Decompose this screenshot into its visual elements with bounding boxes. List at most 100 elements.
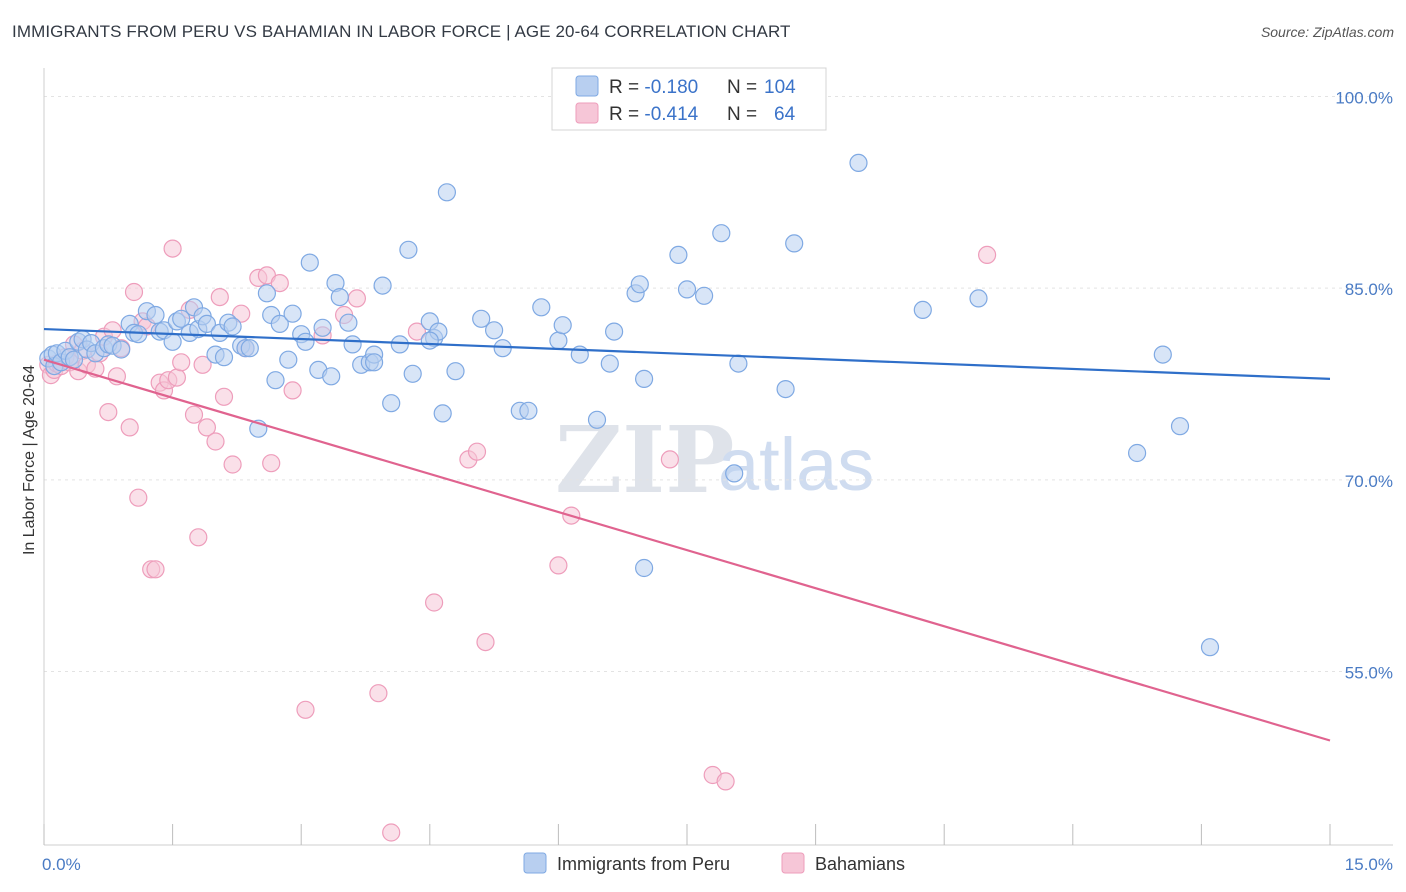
chart-title: IMMIGRANTS FROM PERU VS BAHAMIAN IN LABO…	[12, 22, 791, 41]
trend-line-bahamians	[43, 358, 1331, 742]
legend-swatch-bahamians	[575, 102, 599, 124]
point-bahamians-34	[193, 355, 212, 374]
data-points	[39, 153, 1220, 842]
point-peru-60	[373, 276, 392, 295]
point-bahamians-37	[210, 288, 229, 307]
point-peru-36	[223, 317, 242, 336]
gridlines	[44, 96, 1393, 672]
point-peru-86	[669, 245, 688, 264]
y-tick-label-1: 85.0%	[1345, 280, 1393, 299]
x-tick-label-0: 0.0%	[42, 855, 81, 874]
point-peru-56	[343, 335, 362, 354]
point-bahamians-30	[172, 353, 191, 372]
y-axis-title: In Labor Force | Age 20-64	[21, 365, 38, 555]
watermark: ZIP atlas	[555, 406, 874, 514]
point-peru-55	[339, 313, 358, 332]
point-peru-62	[390, 335, 409, 354]
point-peru-71	[472, 309, 491, 328]
series-swatch-peru	[523, 852, 547, 874]
point-peru-93	[785, 234, 804, 253]
y-tick-label-0: 100.0%	[1335, 89, 1393, 108]
legend-n-peru: N = 104	[727, 77, 796, 98]
point-bahamians-38	[214, 387, 234, 406]
point-peru-46	[283, 304, 302, 323]
point-bahamians-58	[549, 556, 568, 575]
stats-legend: R = -0.180 N = 104 R = -0.414 N = 64	[551, 67, 827, 131]
point-bahamians-60	[660, 450, 680, 469]
point-peru-100	[1200, 638, 1220, 657]
point-peru-24	[163, 332, 182, 351]
point-peru-41	[257, 284, 276, 303]
point-bahamians-18	[120, 418, 139, 437]
point-peru-72	[485, 321, 504, 340]
point-peru-87	[677, 280, 697, 299]
series-label-peru: Immigrants from Peru	[557, 854, 730, 874]
point-bahamians-54	[425, 593, 444, 612]
point-bahamians-14	[99, 403, 118, 422]
point-peru-26	[172, 309, 191, 328]
point-peru-54	[330, 288, 349, 307]
axes	[43, 68, 1393, 846]
point-peru-94	[849, 153, 868, 172]
series-label-bahamians: Bahamians	[815, 854, 905, 874]
point-bahamians-24	[146, 560, 165, 579]
point-peru-75	[519, 401, 538, 420]
point-peru-95	[913, 300, 932, 319]
point-bahamians-46	[283, 381, 302, 400]
point-bahamians-28	[163, 239, 182, 258]
point-bahamians-32	[184, 405, 204, 424]
point-bahamians-53	[407, 322, 426, 341]
point-peru-39	[240, 339, 259, 358]
point-peru-80	[587, 410, 607, 429]
n-label-peru: N =	[727, 77, 762, 98]
point-peru-49	[300, 253, 319, 272]
point-peru-34	[214, 348, 234, 367]
point-bahamians-36	[206, 432, 225, 451]
y-tick-label-2: 70.0%	[1345, 472, 1393, 491]
point-peru-48	[296, 332, 315, 351]
point-peru-88	[694, 286, 714, 305]
point-bahamians-35	[197, 418, 216, 437]
point-peru-64	[403, 364, 422, 383]
point-peru-16	[112, 340, 131, 359]
point-peru-81	[600, 354, 619, 373]
point-bahamians-20	[129, 488, 148, 507]
trend-line-peru	[43, 327, 1331, 380]
point-bahamians-33	[189, 528, 208, 547]
point-bahamians-39	[223, 455, 242, 474]
point-bahamians-45	[270, 274, 289, 293]
watermark-zip: ZIP	[555, 406, 734, 514]
point-peru-96	[969, 289, 988, 308]
point-peru-43	[266, 371, 285, 390]
source-label: Source: ZipAtlas.com	[1260, 24, 1394, 40]
point-peru-69	[437, 183, 456, 202]
point-peru-21	[146, 305, 165, 325]
legend-row-bahamians: R = -0.414	[609, 104, 699, 125]
point-peru-97	[1127, 443, 1147, 463]
legend-row-peru: R = -0.180	[609, 77, 698, 98]
point-bahamians-56	[467, 442, 487, 461]
n-value-bahamians: 64	[774, 104, 796, 125]
point-peru-45	[279, 350, 298, 369]
point-peru-31	[197, 314, 216, 333]
point-peru-101	[634, 558, 654, 578]
point-bahamians-29	[167, 368, 186, 387]
point-peru-98	[1153, 345, 1172, 364]
point-peru-90	[725, 464, 744, 483]
n-label-bahamians: N =	[727, 104, 762, 125]
point-bahamians-47	[296, 700, 315, 719]
point-peru-76	[532, 298, 551, 317]
point-peru-99	[1170, 417, 1190, 436]
point-peru-85	[634, 369, 654, 388]
r-label-bahamians: R =	[609, 104, 644, 125]
point-peru-70	[446, 362, 465, 381]
x-tick-labels: 0.0% 15.0%	[42, 855, 1393, 874]
x-tick-label-1: 15.0%	[1345, 855, 1393, 874]
point-peru-102	[365, 353, 384, 372]
point-bahamians-62	[716, 772, 735, 791]
point-peru-63	[399, 240, 418, 259]
point-bahamians-19	[124, 282, 144, 302]
r-label-peru: R =	[609, 77, 644, 98]
series-swatch-bahamians	[781, 852, 805, 874]
